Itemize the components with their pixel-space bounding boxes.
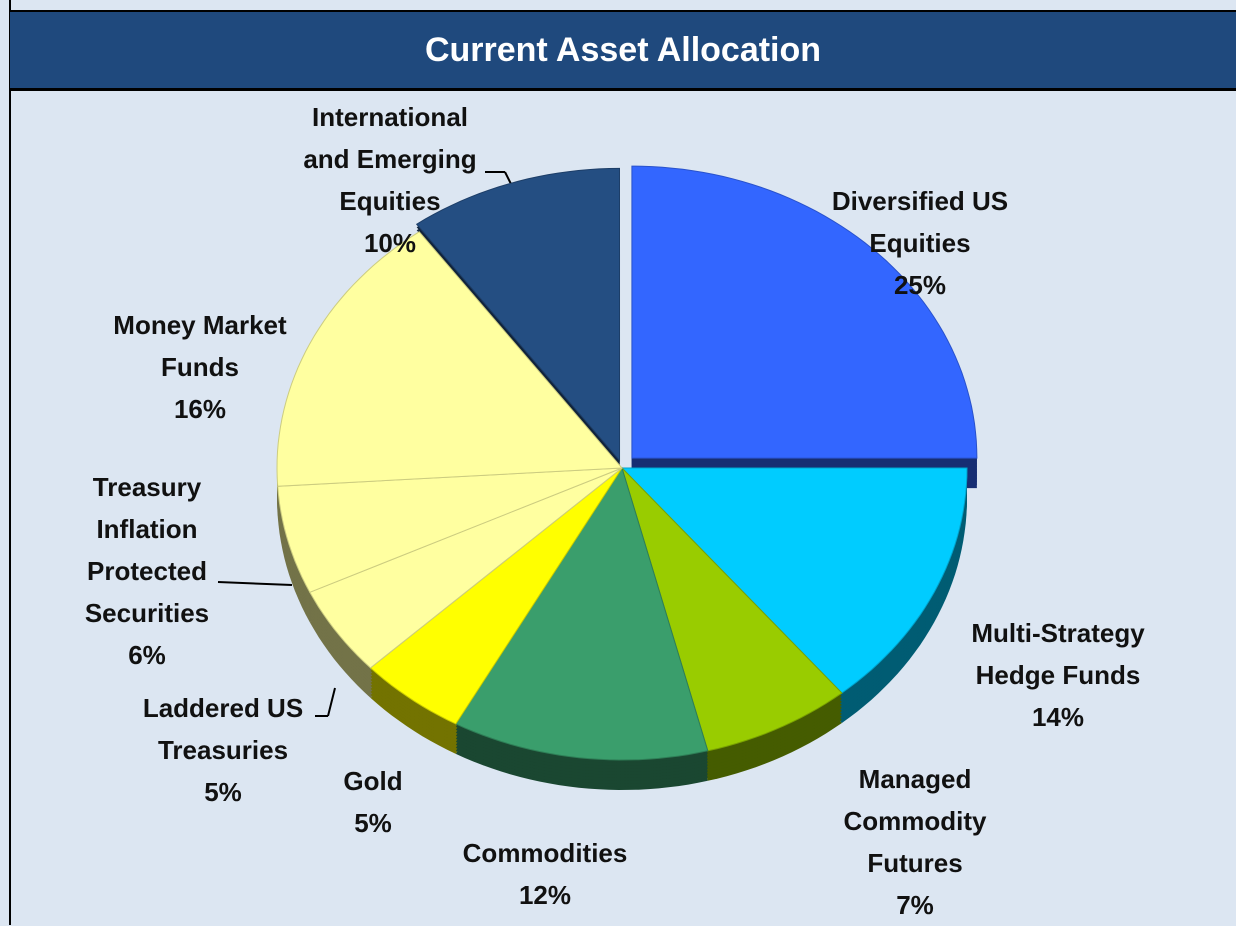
slice-label: Money Market Funds 16% [80, 304, 320, 430]
slice [455, 466, 709, 761]
slice [621, 467, 843, 752]
value-label: 7% [896, 890, 934, 920]
slice-label: Diversified US Equities 25% [800, 180, 1040, 306]
category-label: Managed Commodity Futures [843, 764, 987, 878]
slice [620, 467, 968, 694]
slice [631, 165, 978, 459]
slice-label: Laddered US Treasuries 5% [113, 687, 333, 813]
slice-label: Treasury Inflation Protected Securities 6… [57, 466, 237, 676]
leader-line [217, 581, 293, 586]
value-label: 16% [173, 394, 227, 424]
category-label: International and Emerging Equities [303, 102, 477, 216]
value-label: 5% [354, 808, 392, 838]
category-label: Money Market Funds [113, 310, 287, 382]
value-label: 25% [893, 270, 947, 300]
slice-label: International and Emerging Equities 10% [290, 96, 490, 264]
slice-label: Multi-Strategy Hedge Funds 14% [938, 612, 1178, 738]
value-label: 10% [363, 228, 417, 258]
category-label: Gold [343, 766, 403, 796]
category-label: Commodities [462, 838, 628, 868]
category-label: Treasury Inflation Protected Securities [84, 472, 210, 628]
value-label: 6% [128, 640, 166, 670]
value-label: 5% [204, 777, 242, 807]
chart-title: Current Asset Allocation [424, 31, 822, 69]
value-label: 14% [1031, 702, 1085, 732]
category-label: Laddered US Treasuries [142, 693, 304, 765]
slice [415, 167, 621, 462]
slice [276, 231, 624, 487]
category-label: Diversified US Equities [831, 186, 1009, 258]
slice [369, 467, 623, 725]
value-label: 12% [518, 880, 572, 910]
slice [277, 467, 623, 593]
slice-label: Commodities 12% [425, 832, 665, 916]
leader-line [327, 687, 336, 717]
slice-label: Gold 5% [323, 760, 423, 844]
slice-label: Managed Commodity Futures 7% [815, 758, 1015, 926]
title-bar: Current Asset Allocation [10, 10, 1236, 91]
category-label: Multi-Strategy Hedge Funds [971, 618, 1145, 690]
pie [276, 165, 978, 790]
slice [309, 467, 623, 669]
